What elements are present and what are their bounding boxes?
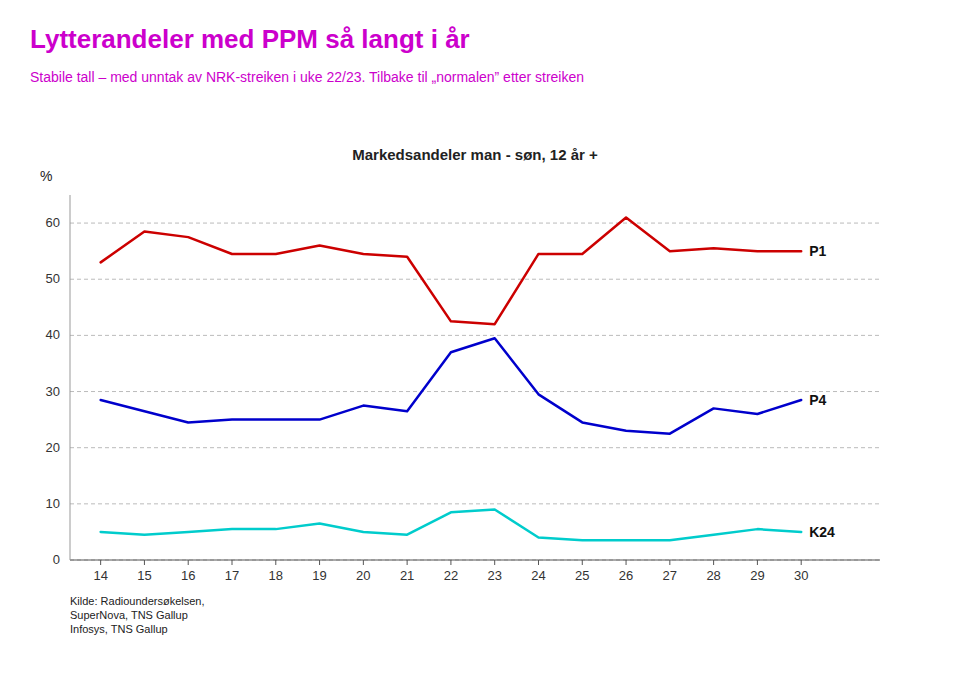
x-tick-label: 26 [619,568,633,583]
x-tick [494,560,495,565]
x-tick [319,560,320,565]
x-tick-label: 14 [93,568,107,583]
y-axis-line [70,195,71,560]
x-tick-label: 23 [487,568,501,583]
x-tick [538,560,539,565]
x-tick [582,560,583,565]
x-tick-label: 15 [137,568,151,583]
x-tick [144,560,145,565]
x-tick-label: 18 [269,568,283,583]
x-tick-label: 24 [531,568,545,583]
grid-line [70,391,880,392]
x-tick-label: 22 [444,568,458,583]
y-tick-label: 0 [53,552,60,567]
y-tick-label: 60 [46,215,60,230]
y-tick-label: 20 [46,440,60,455]
x-tick [626,560,627,565]
y-tick-label: 30 [46,384,60,399]
series-line [101,217,802,324]
y-tick-label: 10 [46,496,60,511]
x-tick [188,560,189,565]
y-tick-label: 40 [46,327,60,342]
x-tick [407,560,408,565]
x-tick [450,560,451,565]
x-axis-line [70,560,880,561]
x-tick-label: 30 [794,568,808,583]
y-tick-label: 50 [46,271,60,286]
x-tick-label: 19 [312,568,326,583]
x-tick-label: 21 [400,568,414,583]
x-tick-label: 25 [575,568,589,583]
x-tick [713,560,714,565]
series-line [101,338,802,433]
x-tick-label: 28 [706,568,720,583]
series-label: P4 [809,392,826,408]
grid-line [70,503,880,504]
x-tick [100,560,101,565]
y-axis-label: % [40,168,52,184]
x-tick [757,560,758,565]
source: Kilde: Radioundersøkelsen,SuperNova, TNS… [70,595,205,635]
series-label: K24 [809,524,835,540]
series-label: P1 [809,243,826,259]
grid [70,223,880,560]
grid-line [70,335,880,336]
grid-line [70,279,880,280]
series-line [101,509,802,540]
x-tick-label: 27 [663,568,677,583]
lines [101,217,802,540]
chart-title: Markedsandeler man - søn, 12 år + [352,146,598,163]
x-tick [669,560,670,565]
x-tick [275,560,276,565]
grid-line [70,560,880,561]
title: Lytterandeler med PPM så langt i år [30,24,470,54]
x-tick [232,560,233,565]
x-tick [801,560,802,565]
grid-line [70,223,880,224]
x-tick-label: 16 [181,568,195,583]
x-tick-label: 20 [356,568,370,583]
subtitle: Stabile tall – med unntak av NRK-streike… [30,69,584,85]
x-tick [363,560,364,565]
x-tick-label: 29 [750,568,764,583]
chart: Lytterandeler med PPM så langt i år Stabi… [0,0,960,682]
x-tick-label: 17 [225,568,239,583]
grid-line [70,447,880,448]
